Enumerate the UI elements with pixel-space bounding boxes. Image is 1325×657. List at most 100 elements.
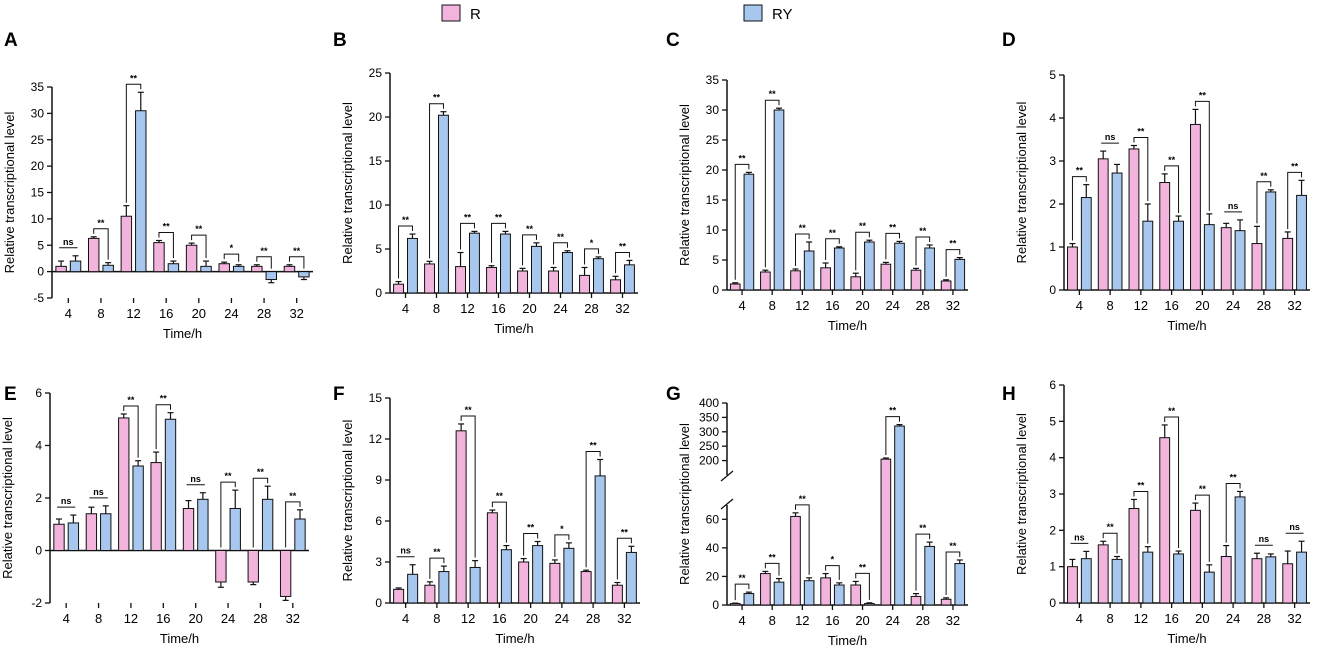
bar-r	[579, 274, 591, 294]
bar-ry	[167, 263, 180, 273]
x-tick-label: 24	[553, 301, 567, 316]
x-tick-label: 20	[855, 613, 869, 628]
bar-r	[486, 512, 498, 604]
y-tick-label: 2	[1049, 197, 1056, 211]
x-tick-label: 16	[156, 611, 170, 626]
x-tick-label: 4	[65, 306, 72, 321]
significance-label: **	[127, 395, 135, 405]
y-tick-label: 5	[712, 253, 719, 267]
bar-ry	[743, 593, 755, 606]
x-tick-label: 4	[402, 611, 409, 626]
significance-bracket	[93, 228, 109, 260]
y-tick-label: 6	[35, 386, 42, 400]
bar-ry	[135, 110, 147, 273]
x-axis-title: Time/h	[495, 631, 534, 646]
y-axis-title: Relative transcriptional level	[0, 417, 15, 579]
y-axis-title: Relative transcriptional level	[340, 102, 355, 264]
y-tick-label: 0	[37, 265, 44, 279]
bar-r	[1190, 123, 1201, 291]
significance-label: **	[195, 224, 203, 234]
y-axis-title: Relative transcriptional level	[677, 104, 692, 266]
y-tick-label: 0	[375, 596, 382, 610]
significance-label: **	[526, 224, 534, 234]
x-tick-label: 12	[795, 613, 809, 628]
y-tick-label: 0	[1049, 596, 1056, 610]
y-tick-label: 35	[31, 80, 45, 94]
y-tick-label: 4	[35, 439, 42, 453]
x-tick-label: 32	[289, 306, 303, 321]
bar-r	[1282, 237, 1294, 291]
bar-r	[1128, 148, 1140, 291]
bar-r	[1128, 508, 1140, 604]
bar-ry	[593, 258, 604, 294]
y-tick-label: 6	[375, 514, 382, 528]
x-tick-label: 24	[1226, 298, 1240, 313]
bar-ry	[803, 250, 815, 291]
bar-ry	[102, 264, 114, 273]
bar-ry	[69, 260, 82, 273]
significance-bracket	[915, 236, 931, 266]
x-tick-label: 32	[946, 298, 960, 313]
bar-ry	[1142, 551, 1154, 604]
y-tick-label: 350	[699, 410, 719, 424]
significance-bracket	[554, 534, 570, 557]
bar-ry	[265, 271, 278, 281]
bar-ry	[954, 563, 966, 606]
y-tick-label: 3	[1049, 154, 1056, 168]
y-tick-label: 25	[706, 133, 720, 147]
bar-ry	[500, 549, 512, 604]
significance-label: **	[496, 491, 504, 501]
x-tick-label: 12	[124, 611, 138, 626]
x-tick-label: 8	[1107, 611, 1114, 626]
significance-bracket	[945, 249, 961, 277]
significance-label: **	[1230, 472, 1238, 482]
significance-label: **	[919, 523, 927, 533]
bar-r	[729, 283, 741, 291]
significance-label: **	[1260, 171, 1268, 181]
x-axis-title: Time/h	[1167, 318, 1206, 333]
significance-bracket	[734, 583, 750, 601]
significance-bracket	[1194, 494, 1210, 562]
significance-label: *	[831, 555, 835, 565]
significance-bracket	[885, 232, 901, 260]
bar-ry	[197, 498, 209, 551]
significance-bracket	[256, 256, 272, 269]
x-tick-label: 8	[1107, 298, 1114, 313]
y-tick-label: 2	[1049, 523, 1056, 537]
bar-r	[1251, 558, 1263, 604]
x-tick-label: 4	[1076, 298, 1083, 313]
x-tick-label: 8	[433, 611, 440, 626]
significance-bracket	[1102, 532, 1118, 554]
bar-r	[215, 550, 227, 583]
significance-bracket	[1071, 176, 1087, 241]
significance-bracket	[155, 404, 171, 450]
bar-ry	[773, 581, 785, 606]
significance-label: ns	[1105, 132, 1116, 142]
x-tick-label: 28	[584, 301, 598, 316]
y-tick-label: 40	[706, 541, 720, 555]
bar-ry	[1080, 558, 1092, 604]
significance-bracket	[1256, 181, 1272, 224]
significance-bracket	[522, 234, 537, 266]
bar-ry	[773, 109, 785, 291]
bar-r	[850, 584, 862, 606]
x-tick-label: 4	[738, 613, 745, 628]
legend-label-r: R	[470, 6, 481, 23]
bar-ry	[438, 571, 450, 604]
significance-label: ns	[1228, 201, 1239, 211]
y-tick-label: 10	[31, 212, 45, 226]
y-tick-label: 30	[31, 106, 45, 120]
bar-r	[760, 573, 771, 606]
bar-r	[218, 263, 230, 273]
bar-ry	[833, 247, 845, 291]
significance-label: **	[257, 467, 265, 477]
y-tick-label: 25	[31, 133, 45, 147]
x-tick-label: 20	[188, 611, 202, 626]
significance-label: **	[1168, 155, 1176, 165]
x-tick-label: 20	[522, 301, 536, 316]
significance-bracket	[825, 238, 840, 260]
significance-bracket	[616, 537, 632, 580]
significance-label: ns	[190, 474, 201, 484]
bar-r	[85, 513, 98, 551]
significance-bracket	[460, 222, 475, 250]
